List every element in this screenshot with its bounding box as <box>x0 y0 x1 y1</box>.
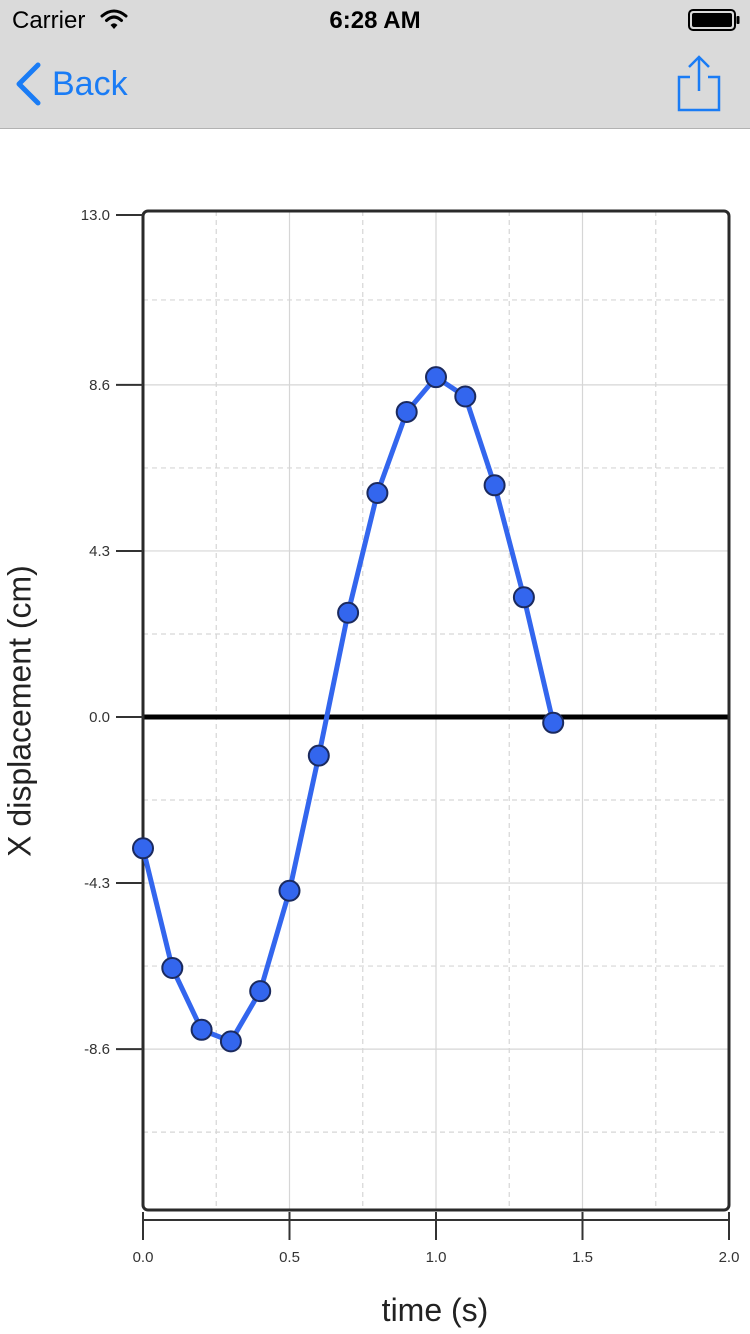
x-tick-label: 0.5 <box>279 1249 300 1266</box>
wifi-icon <box>100 8 128 32</box>
y-tick-label: 4.3 <box>89 543 110 560</box>
plot-border <box>141 209 731 1212</box>
y-tick-label: 13.0 <box>81 207 110 224</box>
y-tick-label: -4.3 <box>84 875 110 892</box>
data-point[interactable] <box>454 385 477 408</box>
data-point[interactable] <box>219 1030 242 1053</box>
x-tick-label: 0.0 <box>133 1249 154 1266</box>
battery-icon <box>688 9 740 31</box>
share-icon[interactable] <box>676 55 722 113</box>
x-axis-label: time (s) <box>381 1292 489 1328</box>
data-point[interactable] <box>483 474 506 497</box>
y-tick-label: 8.6 <box>89 377 110 394</box>
data-point[interactable] <box>161 957 184 979</box>
displacement-chart: 13.0 8.6 4.3 0.0 -4.3 -8.6 0.0 0.5 1.0 1.5 2.0 <box>81 207 740 1266</box>
data-point[interactable] <box>278 879 301 902</box>
navigation-bar: Back <box>0 40 750 129</box>
chevron-left-icon <box>16 62 41 106</box>
x-tick-label: 2.0 <box>719 1249 740 1266</box>
status-bar: Carrier 6:28 AM <box>0 0 750 40</box>
back-button-label: Back <box>52 64 128 103</box>
carrier-label: Carrier <box>12 7 86 34</box>
data-point[interactable] <box>366 482 389 505</box>
back-button[interactable]: Back <box>14 60 128 108</box>
data-point[interactable] <box>425 366 447 389</box>
data-point[interactable] <box>337 601 360 624</box>
data-point[interactable] <box>395 400 418 423</box>
status-time: 6:28 AM <box>329 7 421 34</box>
y-tick-label: -8.6 <box>84 1041 110 1058</box>
x-tick-label: 1.0 <box>426 1249 447 1266</box>
y-tick-label: 0.0 <box>89 709 110 726</box>
data-point[interactable] <box>190 1018 213 1041</box>
x-tick-label: 1.5 <box>572 1249 593 1266</box>
data-point[interactable] <box>132 837 154 860</box>
data-point[interactable] <box>542 711 565 734</box>
data-point[interactable] <box>512 586 535 609</box>
data-point[interactable] <box>249 980 272 1003</box>
data-point[interactable] <box>307 744 330 767</box>
